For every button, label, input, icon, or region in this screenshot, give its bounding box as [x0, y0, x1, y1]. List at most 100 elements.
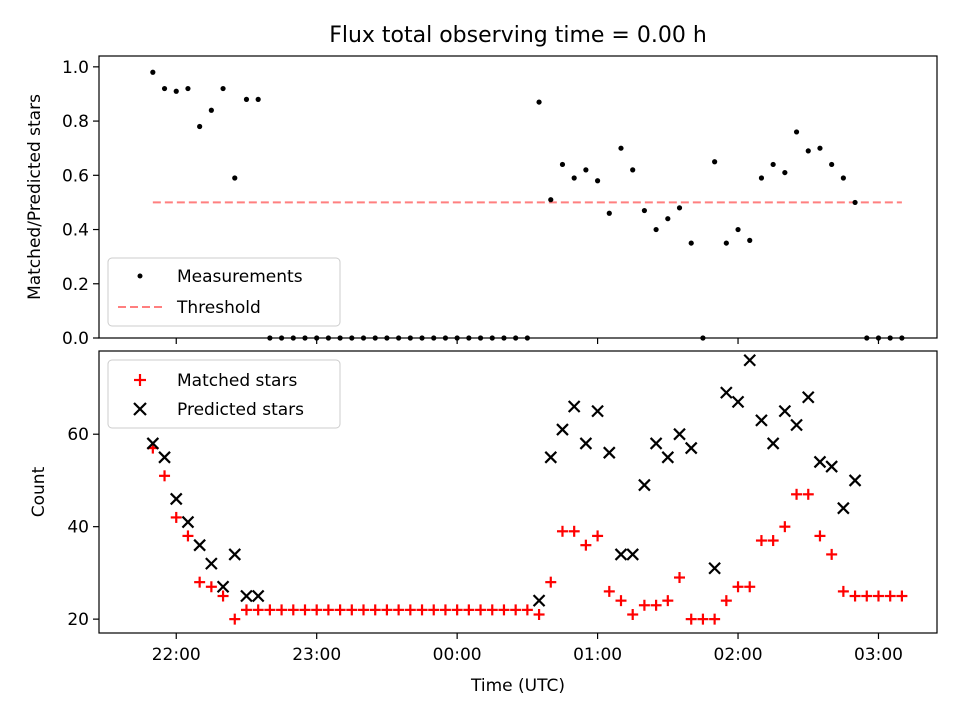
ratio-marks: [150, 69, 905, 341]
matched-stars-point: [662, 595, 674, 607]
legend-predicted-marker: [133, 402, 147, 416]
predicted-stars-point: [790, 418, 803, 432]
ratio-legend-box: [107, 257, 341, 327]
matched-stars-point: [205, 581, 217, 593]
matched-stars-point: [369, 604, 381, 616]
matched-stars-point: [264, 604, 276, 616]
matched-stars-point: [334, 604, 346, 616]
matched-stars-point: [896, 590, 908, 602]
predicted-stars-point: [708, 562, 721, 575]
matched-stars-point: [276, 604, 288, 616]
ratio-y-tick-label: 1.0: [62, 58, 89, 78]
measurement-point: [173, 88, 179, 94]
predicted-stars-point: [649, 437, 663, 450]
predicted-stars-point: [801, 390, 815, 404]
matched-stars-point: [404, 604, 416, 616]
predicted-stars-point: [591, 404, 604, 418]
ratio-y-tick-label: 0.4: [62, 221, 89, 241]
measurement-point: [829, 161, 835, 168]
measurement-point: [197, 123, 203, 130]
x-axis-label: Time (UTC): [470, 676, 565, 696]
predicted-stars-point: [755, 414, 768, 427]
legend-measurements-label: Measurements: [177, 267, 303, 287]
count-plot-frame: [98, 350, 938, 634]
predicted-stars-point: [661, 451, 675, 464]
x-tick-label: 23:00: [292, 645, 341, 665]
ratio-plot-frame: [98, 55, 938, 339]
matched-stars-point: [837, 585, 849, 597]
matched-stars-point: [381, 604, 393, 616]
matched-stars-point: [638, 599, 650, 611]
measurement-point: [571, 175, 577, 181]
predicted-stars-point: [684, 441, 698, 455]
predicted-stars-point: [579, 437, 593, 450]
ratio-y-axis-label: Matched/Predicted stars: [25, 94, 45, 300]
matched-stars-point: [849, 590, 861, 602]
matched-stars-point: [779, 521, 791, 533]
measurement-point: [536, 99, 542, 105]
predicted-stars-point: [603, 446, 616, 459]
matched-stars-point: [568, 525, 580, 537]
matched-stars-point: [720, 595, 732, 607]
matched-stars-point: [451, 604, 463, 616]
predicted-stars-point: [743, 353, 757, 367]
predicted-stars-point: [813, 455, 827, 469]
predicted-stars-point: [532, 594, 546, 607]
measurement-point: [220, 85, 226, 92]
predicted-stars-point: [544, 451, 558, 464]
predicted-stars-point: [181, 515, 195, 529]
measurement-point: [782, 169, 788, 176]
predicted-stars-point: [720, 386, 733, 399]
predicted-stars-point: [169, 492, 183, 506]
measurement-point: [606, 210, 612, 216]
matched-stars-point: [533, 609, 545, 621]
matched-stars-point: [217, 590, 229, 602]
measurement-point: [618, 145, 624, 151]
matched-stars-point: [861, 590, 873, 602]
matched-stars-point: [428, 604, 440, 616]
measurement-point: [630, 167, 636, 173]
matched-stars-point: [393, 604, 405, 616]
matched-stars-point: [650, 599, 662, 611]
measurement-point: [150, 69, 156, 75]
matched-stars-point: [170, 511, 182, 523]
measurement-point: [747, 237, 753, 243]
matched-stars-point: [486, 604, 498, 616]
matched-stars-point: [322, 604, 334, 616]
matched-stars-point: [709, 613, 721, 625]
ratio-ticks: 0.0 0.2 0.4 0.6 0.8 1.0: [62, 58, 880, 349]
measurement-point: [243, 96, 250, 102]
matched-stars-point: [791, 488, 803, 500]
predicted-stars-point: [731, 395, 745, 409]
matched-stars-point: [299, 604, 311, 616]
measurement-point: [548, 197, 554, 203]
legend-matched-marker: [134, 374, 146, 386]
matched-stars-point: [240, 604, 252, 616]
matched-stars-point: [358, 604, 370, 616]
measurement-point: [583, 167, 589, 173]
count-y-axis-label: Count: [29, 466, 49, 517]
measurement-point: [817, 145, 823, 151]
matched-stars-point: [814, 530, 826, 542]
matched-stars-point: [592, 530, 604, 542]
measurement-point: [653, 226, 659, 233]
predicted-stars-point: [614, 548, 628, 561]
matched-stars-point: [287, 604, 299, 616]
predicted-stars-point: [240, 589, 253, 603]
matched-stars-point: [767, 535, 779, 547]
x-tick-label: 03:00: [854, 645, 903, 665]
x-tick-label: 01:00: [573, 645, 622, 665]
matched-stars-point: [755, 535, 767, 547]
matched-stars-point: [615, 595, 627, 607]
measurement-point: [793, 129, 800, 135]
measurement-point: [852, 199, 858, 206]
predicted-stars-point: [193, 538, 206, 552]
measurement-point: [758, 175, 765, 181]
matched-stars-point: [463, 604, 475, 616]
chart-title: Flux total observing time = 0.00 h: [329, 23, 707, 48]
matched-stars-point: [884, 590, 896, 602]
predicted-stars-point: [158, 451, 171, 464]
predicted-stars-point: [825, 460, 838, 473]
measurement-point: [641, 207, 648, 214]
predicted-stars-point: [837, 501, 850, 515]
